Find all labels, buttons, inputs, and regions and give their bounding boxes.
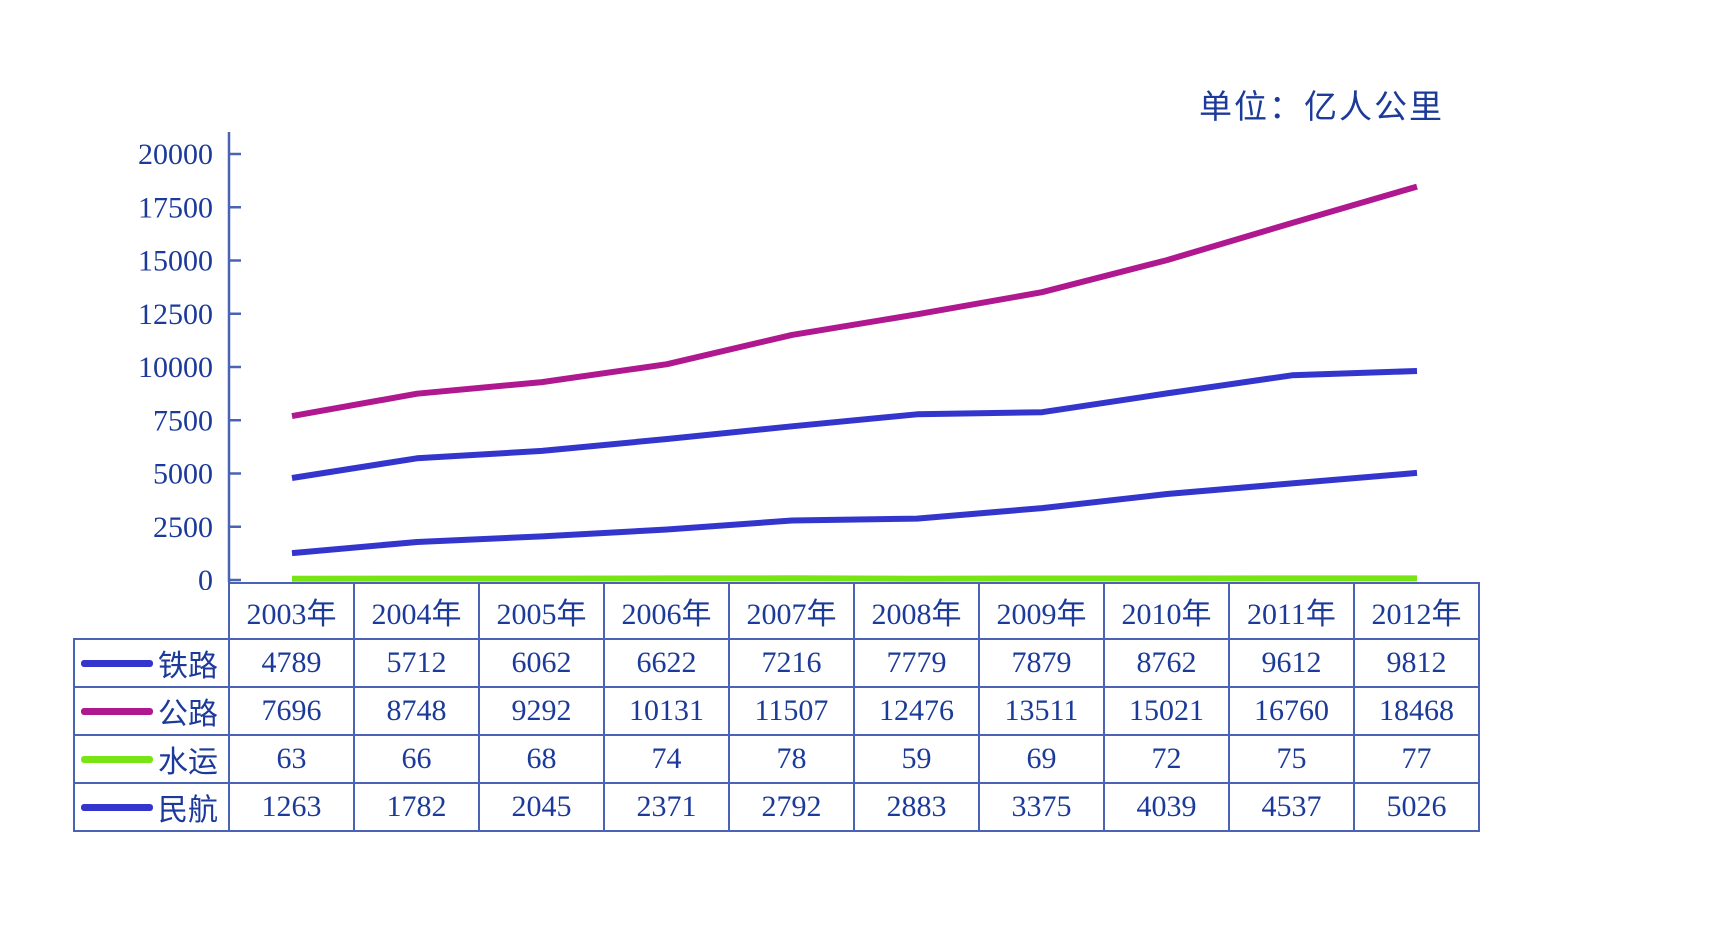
year-header-cell: 2009年 <box>978 582 1105 640</box>
legend-cell: 水运 <box>73 734 230 784</box>
y-axis-tick-label: 12500 <box>138 298 213 331</box>
year-header-cell: 2007年 <box>728 582 855 640</box>
value-cell: 74 <box>603 734 730 784</box>
value-cell: 6062 <box>478 638 605 688</box>
year-header-cell: 2010年 <box>1103 582 1230 640</box>
year-header-cell: 2012年 <box>1353 582 1480 640</box>
value-cell: 4789 <box>228 638 355 688</box>
value-cell: 5026 <box>1353 782 1480 832</box>
value-cell: 9612 <box>1228 638 1355 688</box>
value-cell: 7696 <box>228 686 355 736</box>
series-label: 民航 <box>158 794 218 827</box>
year-header-cell: 2003年 <box>228 582 355 640</box>
series-label: 铁路 <box>158 650 218 683</box>
table-corner-ghost-cell <box>74 583 229 639</box>
y-axis-tick-label: 2500 <box>153 511 213 544</box>
value-cell: 18468 <box>1353 686 1480 736</box>
value-cell: 7879 <box>978 638 1105 688</box>
value-cell: 2371 <box>603 782 730 832</box>
legend-cell: 公路 <box>73 686 230 736</box>
year-header-cell: 2005年 <box>478 582 605 640</box>
value-cell: 72 <box>1103 734 1230 784</box>
value-cell: 9812 <box>1353 638 1480 688</box>
y-axis-tick-label: 0 <box>198 564 213 590</box>
value-cell: 78 <box>728 734 855 784</box>
series-line-民航 <box>291 469 1418 557</box>
value-cell: 13511 <box>978 686 1105 736</box>
table-row-民航: 民航 1263 1782 2045 2371 2792 2883 3375 4039 4537 50… <box>73 782 1480 832</box>
year-header-cell: 2006年 <box>603 582 730 640</box>
y-axis-tick-label: 10000 <box>138 351 213 384</box>
table-row-公路: 公路 7696 8748 9292 10131 11507 12476 13511 15021 1… <box>73 686 1480 736</box>
table-row-水运: 水运 63 66 68 74 78 59 69 72 75 77 <box>73 734 1480 784</box>
line-chart-svg: 0 2500 5000 7500 10000 12500 15000 17500 20000 <box>138 132 1418 590</box>
legend-cell: 民航 <box>73 782 230 832</box>
legend-cell: 铁路 <box>73 638 230 688</box>
y-axis-tick-label: 17500 <box>138 191 213 224</box>
value-cell: 8762 <box>1103 638 1230 688</box>
value-cell: 3375 <box>978 782 1105 832</box>
value-cell: 66 <box>353 734 480 784</box>
year-header-cell: 2008年 <box>853 582 980 640</box>
value-cell: 7216 <box>728 638 855 688</box>
value-cell: 7779 <box>853 638 980 688</box>
y-axis-tick-label: 20000 <box>138 138 213 171</box>
chart-data-table: 2003年 2004年 2005年 2006年 2007年 2008年 2009年 2010年… <box>73 582 1480 832</box>
y-axis-tick-label: 15000 <box>138 245 213 278</box>
value-cell: 4039 <box>1103 782 1230 832</box>
value-cell: 75 <box>1228 734 1355 784</box>
series-line-铁路 <box>291 368 1418 481</box>
value-cell: 2883 <box>853 782 980 832</box>
value-cell: 10131 <box>603 686 730 736</box>
value-cell: 2792 <box>728 782 855 832</box>
year-header-cell: 2011年 <box>1228 582 1355 640</box>
y-axis-tick-label: 7500 <box>153 404 213 437</box>
year-header-cell: 2004年 <box>353 582 480 640</box>
chart-unit-title: 单位：亿人公里 <box>1199 90 1444 126</box>
legend-line-swatch-icon <box>81 755 153 763</box>
value-cell: 69 <box>978 734 1105 784</box>
value-cell: 68 <box>478 734 605 784</box>
value-cell: 4537 <box>1228 782 1355 832</box>
value-cell: 1263 <box>228 782 355 832</box>
value-cell: 5712 <box>353 638 480 688</box>
legend-line-swatch-icon <box>81 659 153 667</box>
legend-line-swatch-icon <box>81 707 153 715</box>
value-cell: 8748 <box>353 686 480 736</box>
value-cell: 11507 <box>728 686 855 736</box>
value-cell: 59 <box>853 734 980 784</box>
value-cell: 6622 <box>603 638 730 688</box>
series-label: 公路 <box>158 698 218 731</box>
value-cell: 15021 <box>1103 686 1230 736</box>
series-line-公路 <box>291 183 1418 420</box>
value-cell: 1782 <box>353 782 480 832</box>
table-row-铁路: 铁路 4789 5712 6062 6622 7216 7779 7879 8762 9612 98… <box>73 638 1480 688</box>
value-cell: 63 <box>228 734 355 784</box>
value-cell: 2045 <box>478 782 605 832</box>
value-cell: 16760 <box>1228 686 1355 736</box>
y-axis-tick-label: 5000 <box>153 458 213 491</box>
value-cell: 9292 <box>478 686 605 736</box>
value-cell: 77 <box>1353 734 1480 784</box>
table-header-row: 2003年 2004年 2005年 2006年 2007年 2008年 2009年 2010年… <box>74 582 1480 640</box>
value-cell: 12476 <box>853 686 980 736</box>
legend-line-swatch-icon <box>81 803 153 811</box>
series-label: 水运 <box>158 746 218 779</box>
